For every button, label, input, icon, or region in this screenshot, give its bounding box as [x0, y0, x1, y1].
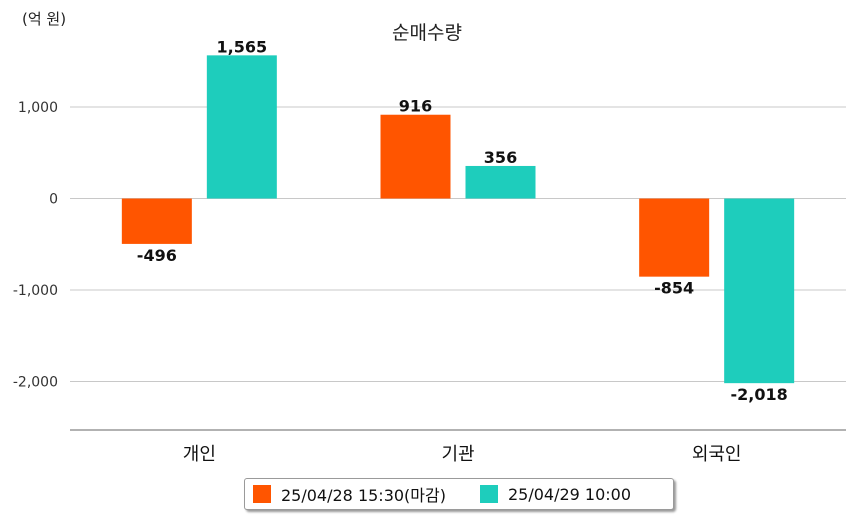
- legend[interactable]: 25/04/28 15:30(마감) 25/04/29 10:00: [244, 478, 674, 510]
- data-label: 1,565: [217, 37, 268, 56]
- data-label: 356: [484, 148, 517, 167]
- y-tick-label: -1,000: [13, 283, 58, 299]
- chart-title: 순매수량: [392, 22, 462, 44]
- legend-label-series-1: 25/04/28 15:30(마감): [281, 486, 446, 505]
- x-tick-label: 개인: [183, 444, 216, 465]
- x-tick-label: 외국인: [692, 444, 742, 465]
- data-label: -854: [654, 279, 694, 298]
- legend-swatch-series-1: [253, 485, 271, 503]
- x-tick-label: 기관: [441, 444, 474, 465]
- bar: [724, 198, 795, 384]
- bar: [121, 198, 192, 244]
- y-tick-label: 1,000: [18, 100, 58, 116]
- y-tick-label: 0: [49, 192, 58, 208]
- unit-label: (억 원): [22, 10, 67, 28]
- bar: [206, 55, 277, 199]
- legend-item-series-2[interactable]: 25/04/29 10:00: [479, 484, 632, 504]
- data-label: -496: [137, 246, 177, 265]
- bar: [639, 198, 710, 277]
- y-tick-label: -2,000: [13, 375, 58, 391]
- data-label: 916: [399, 97, 432, 116]
- data-label: -2,018: [731, 385, 788, 404]
- legend-item-series-1[interactable]: 25/04/28 15:30(마감): [253, 482, 446, 506]
- bar: [380, 114, 451, 199]
- legend-swatch-series-2: [479, 485, 498, 503]
- bar-chart: 1,000 0 -1,000 -2,000 개인 -496 1,565 기관 916 356 외국인…: [13, 37, 846, 465]
- bar: [465, 165, 536, 199]
- legend-label-series-2: 25/04/29 10:00: [507, 484, 632, 504]
